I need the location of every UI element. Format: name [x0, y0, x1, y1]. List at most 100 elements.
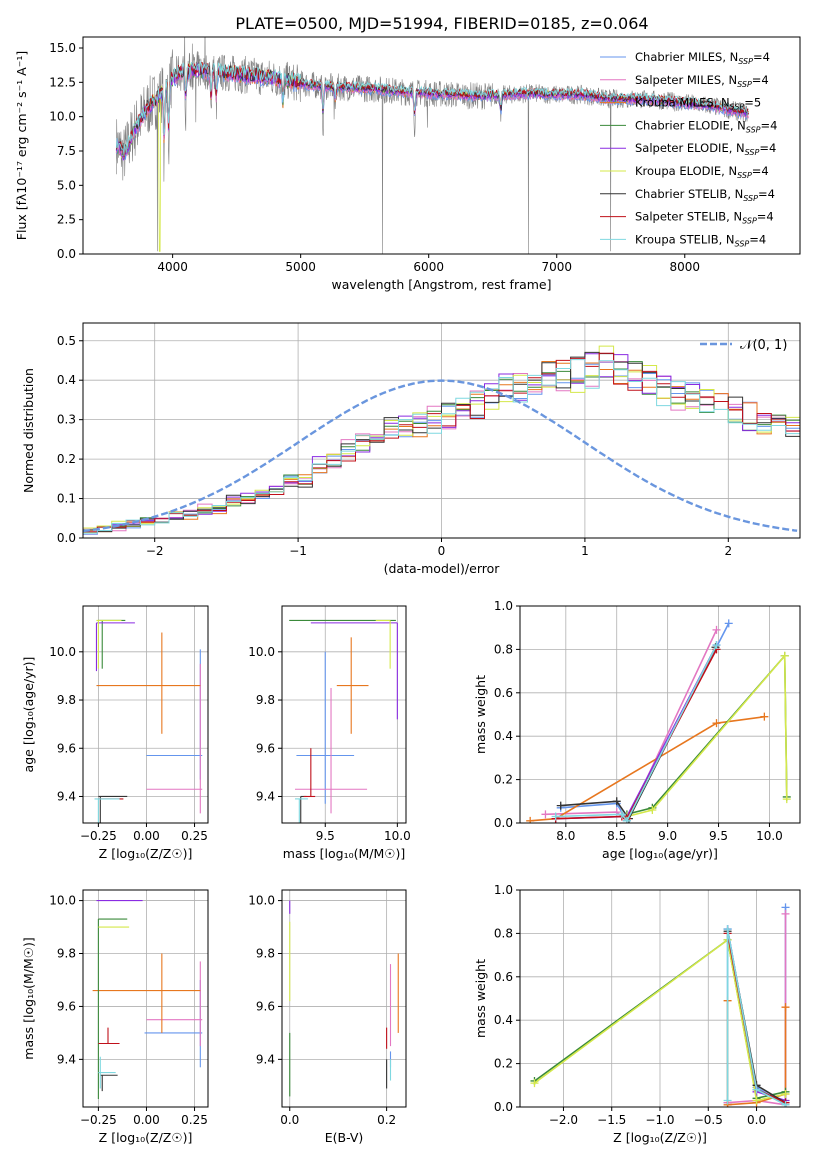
- error-bar-point: [303, 748, 316, 798]
- y-tick-label: 0.5: [57, 334, 76, 348]
- x-tick-label: −1: [289, 544, 307, 558]
- y-tick-label: 9.6: [57, 741, 76, 755]
- histogram-step: [83, 359, 800, 538]
- mass-weight-marker: [526, 816, 535, 823]
- mass-weight-marker: [530, 1079, 539, 1088]
- y-axis-label: mass [log₁₀(M/M☉)]: [21, 937, 36, 1059]
- y-tick-label: 0.0: [494, 1100, 513, 1114]
- x-tick-label: 5000: [285, 260, 316, 274]
- mass-vs-metallicity-panel: −0.25 0.00 0.25 9.4 9.6 9.8 10.0 Z [log₁₀(Z/Z☉)…: [21, 889, 209, 1145]
- error-bar-point: [92, 953, 201, 1033]
- mass-weight-marker: [781, 1089, 790, 1098]
- figure-title: PLATE=0500, MJD=51994, FIBERID=0185, z=0…: [235, 14, 648, 33]
- mass-weight-marker: [551, 812, 560, 821]
- legend-entry-label: Salpeter ELODIE, NSSP=4: [635, 141, 776, 157]
- y-tick-label: 9.4: [57, 789, 76, 803]
- mass-weight-marker: [541, 810, 550, 819]
- y-tick-label: 9.8: [256, 693, 275, 707]
- mass-weight-marker: [648, 805, 657, 814]
- axes-frame: [82, 605, 209, 824]
- x-tick-label: −1.0: [645, 1113, 674, 1127]
- y-tick-label: 10.0: [248, 645, 275, 659]
- x-tick-label: −0.25: [80, 829, 117, 843]
- x-tick-label: 0.25: [181, 829, 208, 843]
- spectrum-panel: Chabrier MILES, NSSP=4 Salpeter MILES, NS…: [14, 36, 801, 292]
- mass-weight-line: [726, 928, 786, 1106]
- y-tick-label: 15.0: [49, 41, 76, 55]
- y-tick-label: 0.3: [57, 413, 76, 427]
- legend-entry-label: Kroupa ELODIE, NSSP=4: [635, 164, 769, 180]
- x-tick-label: 10.0: [384, 829, 411, 843]
- legend-subscript: SSP: [745, 148, 760, 157]
- error-bar-point: [296, 651, 355, 804]
- y-tick-label: 0.4: [57, 373, 76, 387]
- axes-frame: [281, 889, 407, 1108]
- age-vs-metallicity-panel: −0.25 0.00 0.25 9.4 9.6 9.8 10.0 Z [log₁₀(Z/Z☉)…: [21, 605, 209, 861]
- legend-suffix: =4: [752, 164, 769, 178]
- y-tick-label: 9.8: [57, 693, 76, 707]
- y-tick-label: 0.2: [494, 773, 513, 787]
- x-axis-label: Z [log₁₀(Z/Z☉)]: [613, 1130, 707, 1145]
- mass-weight-line: [530, 715, 765, 822]
- error-bar-point: [310, 622, 398, 720]
- y-tick-label: 0.6: [494, 686, 513, 700]
- mass-weight-marker: [782, 795, 791, 804]
- y-tick-label: 9.8: [256, 947, 275, 961]
- x-tick-label: 6000: [413, 260, 444, 274]
- x-tick-label: −0.5: [694, 1113, 723, 1127]
- y-tick-label: 9.6: [256, 999, 275, 1013]
- x-tick-label: 0.2: [377, 1113, 396, 1127]
- mass-weight-marker: [781, 1003, 790, 1012]
- x-axis-label: (data-model)/error: [384, 561, 501, 576]
- y-tick-label: 9.6: [57, 999, 76, 1013]
- x-axis-label: E(B-V): [325, 1130, 364, 1145]
- legend-suffix: =4: [759, 141, 776, 155]
- error-bar-point: [98, 1056, 116, 1089]
- legend-subscript: SSP: [743, 194, 758, 203]
- weight-vs-metallicity-panel: −2.0 −1.5 −1.0 −0.5 0.0 0.0 0.2 0.4 0.6 0.8 1.0 Z […: [473, 883, 801, 1145]
- x-tick-label: 0.25: [181, 1113, 208, 1127]
- y-tick-label: 0.1: [57, 492, 76, 506]
- y-tick-label: 12.5: [49, 75, 76, 89]
- x-tick-label: 0.00: [133, 829, 160, 843]
- legend-subscript: SSP: [730, 103, 745, 112]
- legend-subscript: SSP: [737, 80, 752, 89]
- y-axis-label: Flux [fλ10⁻¹⁷ erg cm⁻² s⁻¹ A⁻¹]: [14, 51, 29, 240]
- y-axis-label: Normed distribution: [21, 368, 36, 493]
- y-tick-label: 9.6: [256, 741, 275, 755]
- axes-frame: [82, 889, 209, 1108]
- y-tick-label: 10.0: [49, 645, 76, 659]
- error-bar-point: [95, 622, 135, 672]
- x-tick-label: 8.5: [607, 829, 626, 843]
- y-tick-label: 10.0: [49, 894, 76, 908]
- legend-subscript: SSP: [737, 171, 752, 180]
- x-axis-label: age [log₁₀(age/yr)]: [602, 846, 718, 861]
- x-axis-label: Z [log₁₀(Z/Z☉)]: [99, 1130, 193, 1145]
- mass-weight-marker: [760, 712, 769, 721]
- error-bar-point: [96, 619, 122, 669]
- mass-weight-marker: [556, 801, 565, 810]
- error-bar-point: [294, 798, 308, 823]
- error-bar-point: [146, 961, 203, 1047]
- y-tick-label: 10.0: [248, 894, 275, 908]
- y-tick-label: 0.0: [57, 531, 76, 545]
- x-tick-label: 9.5: [709, 829, 728, 843]
- gaussian-curve: [83, 379, 798, 533]
- mass-weight-marker: [781, 1100, 790, 1107]
- mass-weight-marker: [612, 797, 621, 806]
- error-bar-point: [100, 1074, 118, 1092]
- x-tick-label: 1: [581, 544, 589, 558]
- x-tick-label: −1.5: [597, 1113, 626, 1127]
- y-tick-label: 9.4: [57, 1052, 76, 1066]
- y-tick-label: 0.2: [494, 1057, 513, 1071]
- x-tick-label: 7000: [541, 260, 572, 274]
- y-tick-label: 0.4: [494, 729, 513, 743]
- error-bar-point: [98, 1027, 120, 1045]
- legend-suffix: =4: [752, 73, 769, 87]
- mass-weight-marker: [781, 909, 790, 918]
- axes-frame: [519, 605, 801, 824]
- mass-weight-marker: [724, 619, 733, 628]
- error-bar-point: [375, 619, 391, 669]
- y-tick-label: 1.0: [494, 599, 513, 613]
